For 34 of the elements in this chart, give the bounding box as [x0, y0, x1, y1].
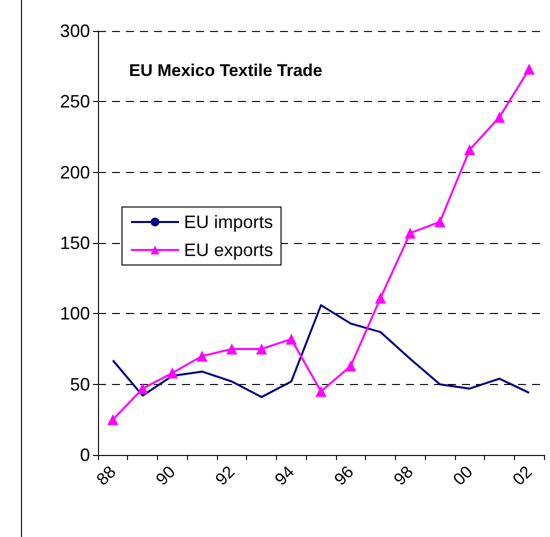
y-tick-label: 50: [70, 374, 90, 394]
point: [404, 228, 416, 239]
y-tick-label: 250: [60, 92, 90, 112]
y-tick-label: 300: [60, 21, 90, 41]
point: [434, 216, 446, 228]
y-tick-label: 100: [60, 304, 90, 324]
x-tick-label: 90: [152, 462, 180, 490]
point: [107, 414, 118, 426]
point: [524, 64, 535, 75]
x-tick-label: 88: [92, 462, 120, 490]
point: [464, 144, 476, 156]
point: [166, 368, 178, 379]
x-tick-label: 02: [509, 462, 536, 490]
text: EU Mexico Textile Trade: [129, 61, 322, 80]
point: [374, 292, 386, 304]
y-tick-label: 200: [60, 162, 90, 182]
y-tick-label: 150: [60, 233, 90, 253]
point: [286, 334, 297, 345]
point: [316, 386, 326, 397]
x-tick-label: 94: [271, 462, 298, 490]
point: [137, 383, 148, 394]
point: [494, 112, 505, 123]
point: [345, 360, 356, 372]
legend-label: EU exports: [184, 240, 274, 260]
y-tick-label: 0: [80, 445, 90, 465]
point: [256, 344, 268, 354]
x-tick-label: 92: [212, 462, 239, 490]
x-tick-label: 00: [450, 462, 476, 490]
point: [196, 350, 208, 362]
line-series: [112, 304, 530, 398]
point: [226, 344, 238, 354]
x-tick-label: 96: [330, 462, 358, 490]
legend-label: EU imports: [184, 212, 274, 232]
x-tick-label: 98: [390, 462, 417, 490]
